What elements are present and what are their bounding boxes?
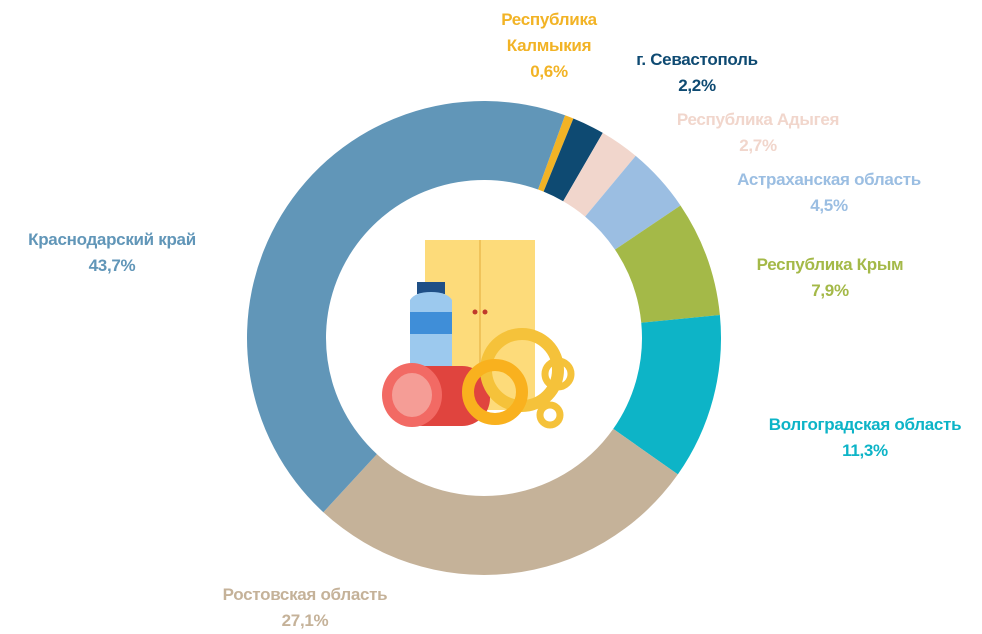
label-name: Краснодарский край xyxy=(0,227,232,253)
label-name: г. Севастополь xyxy=(597,47,797,73)
label-name: Ростовская область xyxy=(185,582,425,608)
donut-segment xyxy=(323,429,678,575)
label-value: 2,2% xyxy=(597,73,797,99)
label-value: 4,5% xyxy=(699,193,959,219)
label-value: 27,1% xyxy=(185,608,425,634)
label-value: 2,7% xyxy=(648,133,868,159)
label-value: 0,6% xyxy=(494,59,604,85)
label-name: Астраханская область xyxy=(699,167,959,193)
label-value: 11,3% xyxy=(735,438,982,464)
center-illustration xyxy=(382,240,571,427)
label-name: Республика Калмыкия xyxy=(494,7,604,59)
label-name: Республика Адыгея xyxy=(648,107,868,133)
label-value: 43,7% xyxy=(0,253,232,279)
chart: Республика Калмыкия0,6%г. Севастополь2,2… xyxy=(0,0,982,631)
donut-chart xyxy=(0,0,982,631)
label-value: 7,9% xyxy=(720,278,940,304)
label-name: Республика Крым xyxy=(720,252,940,278)
label-name: Волгоградская область xyxy=(735,412,982,438)
